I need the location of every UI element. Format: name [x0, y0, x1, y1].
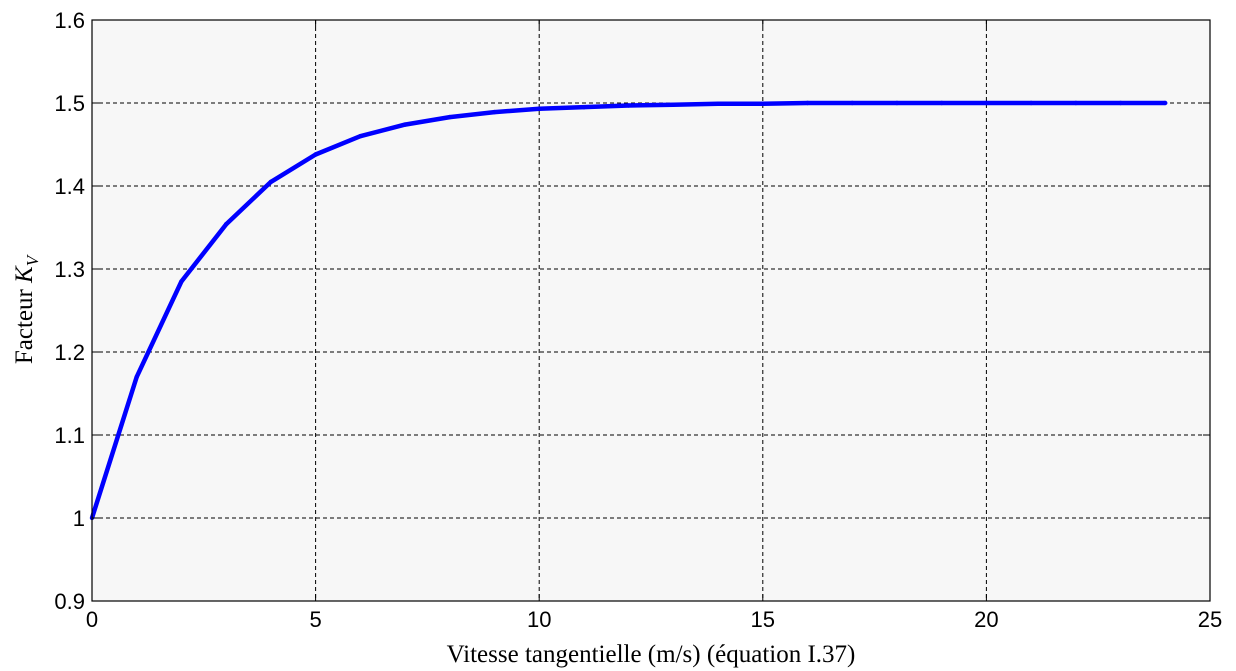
x-tick-label: 25: [1198, 607, 1222, 632]
data-point: [1073, 100, 1079, 106]
data-series: [89, 100, 1168, 521]
data-point: [581, 104, 587, 110]
x-tick-label: 5: [309, 607, 321, 632]
data-point: [805, 100, 810, 106]
y-axis-title-prefix: Facteur: [11, 283, 38, 364]
y-axis-title: Facteur KV: [11, 253, 42, 364]
data-point: [313, 152, 318, 157]
data-point: [626, 103, 631, 108]
plot-frame: [91, 19, 1211, 602]
x-tick-label: 20: [974, 607, 998, 632]
x-tick-label: 15: [751, 607, 775, 632]
data-point: [402, 122, 408, 127]
y-axis-title-symbol: K: [11, 265, 38, 284]
x-tick-label: 10: [527, 607, 551, 632]
tick-labels: 0 5 10 15 20 25 0.9 1 1.1 1.2 1.3 1.4 1.5 1.6: [54, 8, 1222, 632]
data-point: [1028, 100, 1034, 106]
x-tick-label: 0: [86, 607, 98, 632]
axis-ticks: [91, 19, 1211, 602]
y-tick-label: 1.4: [54, 174, 85, 199]
grid-lines: [92, 20, 1210, 601]
data-point: [447, 114, 452, 120]
y-axis-title-subscript: V: [23, 253, 42, 266]
y-tick-label: 1: [73, 506, 85, 531]
y-tick-label: 1.2: [54, 340, 85, 365]
data-point: [760, 101, 765, 107]
data-point: [939, 100, 944, 106]
y-tick-label: 1.1: [54, 423, 85, 448]
data-point: [268, 179, 274, 185]
data-point: [134, 374, 139, 380]
data-point: [671, 102, 676, 107]
data-point: [1118, 100, 1123, 106]
data-point: [894, 100, 900, 106]
data-point: [537, 106, 542, 112]
x-axis-title: Vitesse tangentielle (m/s) (équation I.3…: [447, 641, 856, 668]
y-tick-label: 1.6: [54, 8, 85, 33]
data-point: [223, 221, 229, 227]
data-point: [850, 100, 855, 106]
y-tick-label: 0.9: [54, 589, 85, 614]
data-point: [358, 134, 363, 139]
data-point: [179, 279, 184, 284]
data-point: [1163, 100, 1168, 106]
y-tick-label: 1.5: [54, 91, 85, 116]
data-point: [492, 109, 497, 115]
data-point: [715, 101, 721, 107]
data-point: [984, 100, 989, 106]
plot-background: [92, 20, 1210, 601]
y-tick-label: 1.3: [54, 257, 85, 282]
